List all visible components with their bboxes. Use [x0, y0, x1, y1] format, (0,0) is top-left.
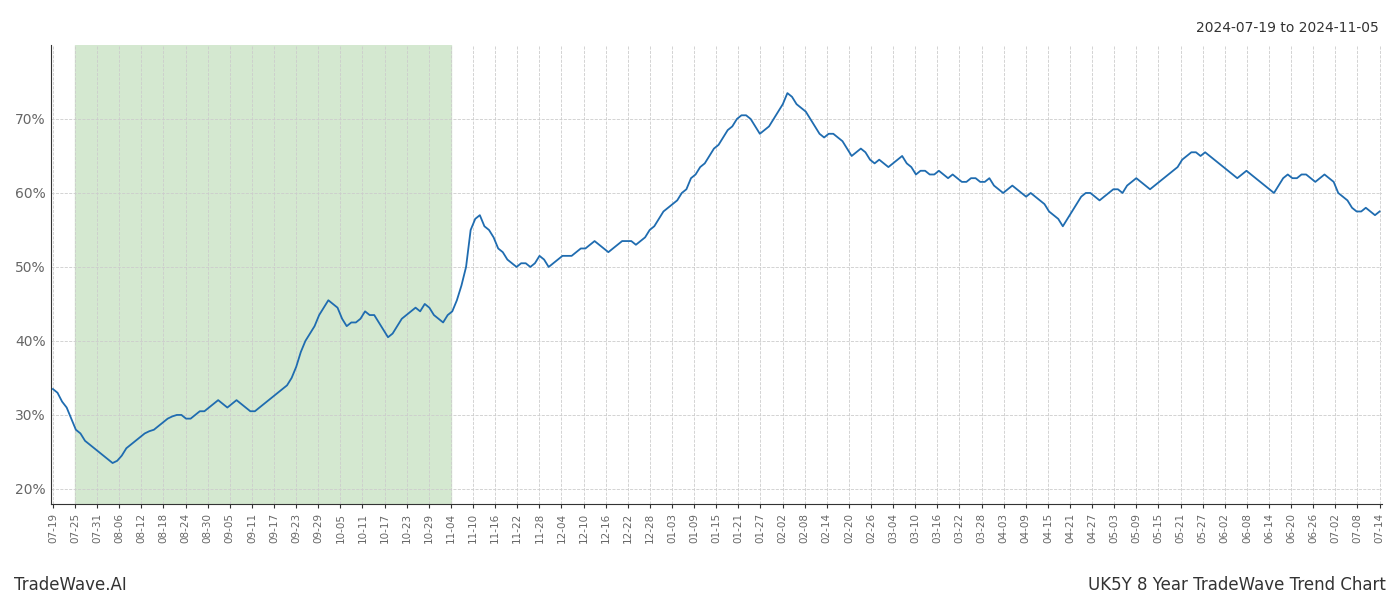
Text: TradeWave.AI: TradeWave.AI: [14, 576, 127, 594]
Text: 2024-07-19 to 2024-11-05: 2024-07-19 to 2024-11-05: [1196, 21, 1379, 35]
Text: UK5Y 8 Year TradeWave Trend Chart: UK5Y 8 Year TradeWave Trend Chart: [1088, 576, 1386, 594]
Bar: [76, 45, 451, 504]
